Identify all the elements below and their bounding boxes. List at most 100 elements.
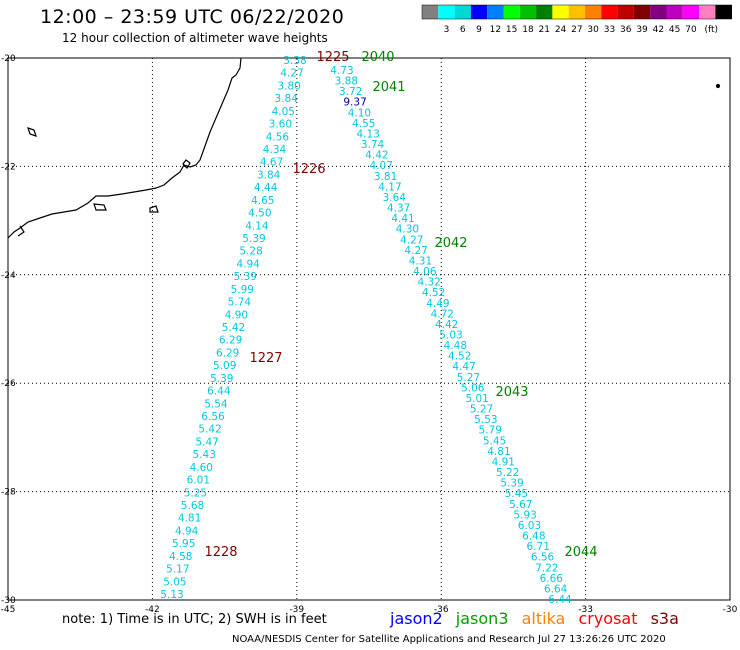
swh-value: 6.56 xyxy=(531,552,555,564)
swh-value: 4.94 xyxy=(236,258,260,270)
swh-value: 4.42 xyxy=(365,150,388,162)
swh-value: 4.81 xyxy=(178,513,201,525)
lon-tick-label: -33 xyxy=(578,605,593,615)
colorbar-label: 15 xyxy=(506,25,517,35)
swh-value: 6.29 xyxy=(216,347,239,359)
colorbar-swatch xyxy=(519,5,537,19)
swh-value: 4.55 xyxy=(352,118,375,130)
swh-value: 4.05 xyxy=(272,106,295,118)
lon-tick-label: -36 xyxy=(434,605,449,615)
time-label-east: 2040 xyxy=(361,50,394,65)
colorbar-label: 21 xyxy=(539,25,550,35)
swh-value: 5.95 xyxy=(172,538,195,550)
time-label-east: 2043 xyxy=(495,385,528,400)
swh-value: 6.64 xyxy=(544,583,568,595)
colorbar-label: 39 xyxy=(636,25,648,35)
swh-value: 4.94 xyxy=(175,525,199,537)
swh-value: 4.13 xyxy=(356,128,379,140)
swh-value: 4.14 xyxy=(245,220,269,232)
swh-value: 4.52 xyxy=(422,287,445,299)
sat-altika: altika xyxy=(521,609,566,628)
coastline xyxy=(7,57,721,239)
time-label-east: 2044 xyxy=(564,545,597,560)
colorbar-label: 36 xyxy=(620,25,632,35)
swh-value: 5.42 xyxy=(222,322,245,334)
swh-value: 5.79 xyxy=(479,425,502,437)
sat-jason3: jason3 xyxy=(455,609,509,628)
colorbar-label: 18 xyxy=(522,25,534,35)
swh-value: 9.37 xyxy=(343,97,366,109)
swh-value: 6.44 xyxy=(548,594,572,606)
swh-value: 3.81 xyxy=(374,171,397,183)
colorbar-label: 24 xyxy=(555,25,567,35)
swh-value: 5.45 xyxy=(483,435,506,447)
swh-value: 5.13 xyxy=(160,589,183,601)
swh-value: 5.42 xyxy=(198,424,221,436)
swh-value: 4.73 xyxy=(330,65,353,77)
swh-value: 4.48 xyxy=(444,340,467,352)
swh-value: 4.44 xyxy=(254,182,278,194)
swh-value: 5.27 xyxy=(470,404,493,416)
swh-value: 4.31 xyxy=(409,255,432,267)
colorbar-label: 45 xyxy=(669,25,680,35)
lat-tick-label: -24 xyxy=(1,271,16,281)
swh-value: 4.50 xyxy=(248,208,271,220)
swh-value: 5.06 xyxy=(461,382,485,394)
colorbar-label: 33 xyxy=(604,25,615,35)
swh-value: 3.80 xyxy=(277,80,300,92)
swh-value: 6.44 xyxy=(207,386,231,398)
swh-value: 3.60 xyxy=(269,119,292,131)
swh-value: 5.09 xyxy=(213,360,236,372)
swh-value: 5.27 xyxy=(457,372,480,384)
lon-tick-label: -30 xyxy=(723,605,738,615)
swh-value: 4.91 xyxy=(492,456,515,468)
colorbar-swatch xyxy=(601,5,618,19)
map-frame xyxy=(7,57,731,601)
swh-value: 4.60 xyxy=(190,462,213,474)
swh-value: 4.72 xyxy=(431,308,454,320)
swh-value: 4.10 xyxy=(348,107,371,119)
colorbar-frame xyxy=(421,4,732,20)
colorbar-swatch xyxy=(568,5,585,19)
credit-text: NOAA/NESDIS Center for Satellite Applica… xyxy=(232,634,666,645)
colorbar-swatch xyxy=(699,5,716,19)
time-label-west: 1228 xyxy=(204,545,237,560)
swh-value: 5.22 xyxy=(496,467,519,479)
colorbar-swatch xyxy=(454,5,471,19)
lat-tick-label: -20 xyxy=(1,54,16,64)
colorbar-swatch xyxy=(633,5,651,19)
lat-tick-label: -26 xyxy=(1,379,16,389)
swh-value: 3.88 xyxy=(335,76,358,88)
grid xyxy=(8,58,730,600)
colorbar-swatch xyxy=(422,5,439,19)
swh-value: 4.06 xyxy=(413,266,437,278)
satellite-legend: jason2 jason3 altika cryosat s3a xyxy=(390,609,687,628)
time-label-east: 2041 xyxy=(372,80,405,95)
swh-value: 3.74 xyxy=(361,139,385,151)
page-title: 12:00 – 23:59 UTC 06/22/2020 xyxy=(40,6,345,28)
swh-value: 4.42 xyxy=(435,319,458,331)
axis-ticks: -45 -42 -39 -36 -33 -30 -20 -22 -24 -26 -28 -30 xyxy=(1,54,738,615)
time-label-west: 1226 xyxy=(292,162,325,177)
swh-value: 4.47 xyxy=(452,361,475,373)
altimeter-tracks: 3.384.273.803.844.053.604.564.344.673.84… xyxy=(160,55,572,606)
swh-value: 4.17 xyxy=(378,181,401,193)
colorbar-swatch xyxy=(715,5,732,19)
swh-value: 4.65 xyxy=(251,195,274,207)
swh-value: 5.28 xyxy=(239,246,262,258)
swh-value: 6.01 xyxy=(187,475,210,487)
colorbar-swatch xyxy=(438,5,455,19)
swh-value: 4.07 xyxy=(370,160,393,172)
lat-tick-label: -28 xyxy=(1,488,16,498)
sat-s3a: s3a xyxy=(650,609,679,628)
swh-value: 4.81 xyxy=(487,446,510,458)
time-label-west: 1225 xyxy=(316,50,349,65)
swh-value: 6.71 xyxy=(527,541,550,553)
colorbar-swatch xyxy=(585,5,602,19)
swh-value: 5.39 xyxy=(210,373,233,385)
swh-value: 5.47 xyxy=(195,436,218,448)
swh-value: 4.37 xyxy=(387,203,410,215)
lon-tick-label: -42 xyxy=(145,605,160,615)
note-text: note: 1) Time is in UTC; 2) SWH is in fe… xyxy=(62,612,327,627)
swh-value: 6.66 xyxy=(540,573,564,585)
